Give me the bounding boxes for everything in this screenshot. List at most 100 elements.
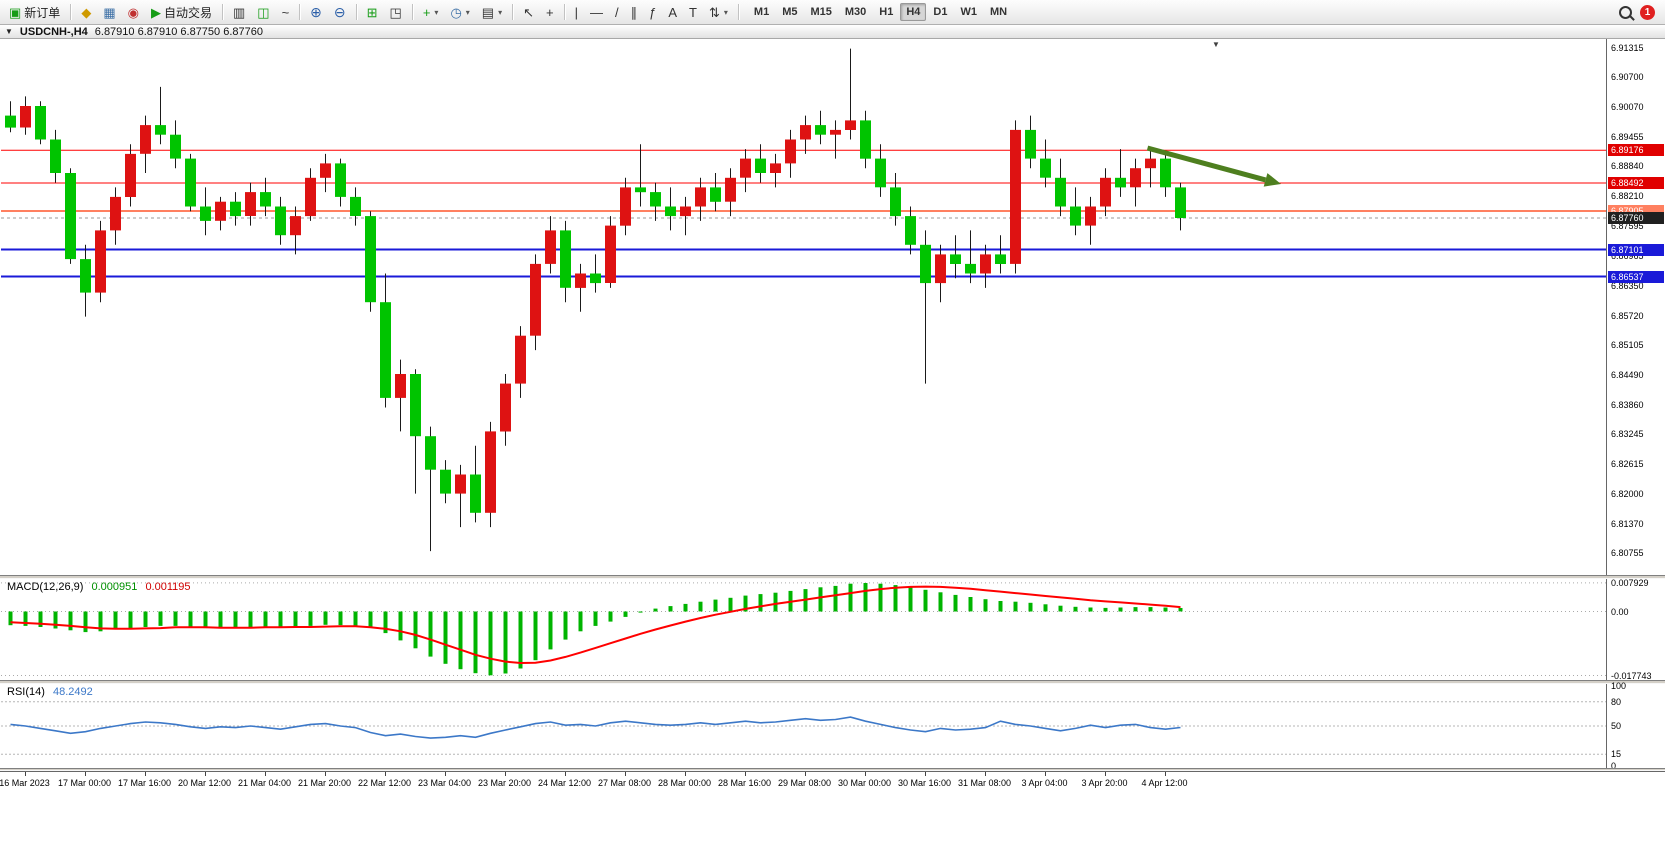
zoom-in-button[interactable]: ⊕ [305, 1, 327, 23]
time-axis[interactable]: 16 Mar 2023 17 Mar 00:00 17 Mar 16:00 20 Ma… [0, 771, 1665, 792]
price-level-tag: 6.86537 [1608, 270, 1664, 283]
notification-badge[interactable]: 1 [1640, 4, 1655, 20]
rsi-label: RSI(14) [7, 686, 45, 698]
price-level-tag: 6.88492 [1608, 177, 1664, 189]
charts-button[interactable]: ▦ [98, 1, 120, 23]
fibonacci-icon: ƒ [649, 4, 657, 20]
search-icon[interactable] [1619, 5, 1632, 19]
time-label: 16 Mar 2023 [0, 778, 50, 788]
time-label: 29 Mar 08:00 [777, 778, 832, 788]
price-tick-label: 6.82000 [1611, 488, 1644, 499]
trendline-icon: / [615, 4, 619, 20]
toolbar-separator [70, 4, 72, 20]
line-chart-icon: ~ [281, 4, 290, 20]
time-tick [984, 772, 986, 776]
time-tick [564, 772, 566, 776]
price-tick-label: 6.91315 [1611, 42, 1644, 53]
time-label: 23 Mar 20:00 [477, 778, 532, 788]
channel-button[interactable]: ∥ [626, 1, 643, 23]
indicators-button[interactable]: + ▾ [418, 1, 444, 23]
timeframe-button-W1[interactable]: W1 [960, 6, 977, 18]
rsi-axis: 100 80 50 15 0 [1606, 680, 1665, 772]
macd-header: MACD(12,26,9) 0.000951 0.001195 [7, 581, 191, 593]
time-tick [924, 772, 926, 776]
time-tick [624, 772, 626, 776]
timeframe-button-M1[interactable]: M1 [753, 6, 770, 18]
timeframe-button-M30[interactable]: M30 [844, 6, 867, 18]
zoom-out-button[interactable]: ⊖ [329, 1, 351, 23]
candlestick-chart-button[interactable]: ◫ [252, 1, 274, 23]
price-axis[interactable]: 6.91315 6.90700 6.90070 6.89455 6.88840 6.882… [1606, 39, 1665, 575]
templates-button[interactable]: ▤ ▾ [477, 1, 507, 23]
crosshair-button[interactable]: + [541, 1, 559, 23]
cascade-windows-button[interactable]: ◳ [385, 1, 407, 23]
toolbar-separator [737, 4, 739, 20]
new-order-label: 新订单 [24, 5, 61, 20]
rsi-panel[interactable] [1, 684, 1606, 768]
time-label: 31 Mar 08:00 [957, 778, 1012, 788]
panel-separator[interactable] [0, 768, 1665, 771]
cursor-button[interactable]: ↖ [518, 1, 539, 23]
toolbar-separator [411, 4, 413, 20]
community-icon: ◉ [127, 4, 139, 20]
time-tick [804, 772, 806, 776]
price-tick-label: 6.86965 [1611, 251, 1644, 261]
time-label: 17 Mar 16:00 [117, 778, 172, 788]
tile-windows-icon: ⊞ [366, 4, 378, 20]
text-label-icon: T [689, 4, 697, 20]
rsi-value: 48.2492 [52, 686, 93, 698]
price-tick-label: 6.88840 [1611, 161, 1644, 172]
panel-separator[interactable] [0, 680, 1665, 684]
macd-main-value: 0.000951 [91, 581, 138, 593]
timeframe-button-MN[interactable]: MN [989, 6, 1008, 18]
price-tick-label: 6.86350 [1611, 280, 1644, 291]
vertical-line-button[interactable]: | [570, 1, 583, 23]
periods-button[interactable]: ◷ ▾ [445, 1, 474, 23]
time-label: 4 Apr 12:00 [1141, 778, 1188, 788]
text-button[interactable]: A [663, 1, 682, 23]
rsi-scale-label: 0 [1611, 761, 1617, 772]
market-watch-button[interactable]: ◆ [76, 1, 96, 23]
price-chart[interactable] [1, 39, 1606, 575]
chart-ohlc-values: 6.87910 6.87910 6.87750 6.87760 [94, 25, 263, 38]
auto-trading-button[interactable]: ▶ 自动交易 [146, 1, 217, 23]
text-label-button[interactable]: T [684, 1, 702, 23]
time-label: 21 Mar 20:00 [297, 778, 352, 788]
macd-axis: 0.007929 0.00 -0.017743 [1606, 577, 1665, 681]
time-tick [1164, 772, 1166, 776]
horizontal-line-button[interactable]: — [585, 1, 608, 23]
timeframe-button-H4[interactable]: H4 [900, 3, 927, 21]
text-icon: A [668, 4, 678, 20]
bar-chart-button[interactable]: ▥ [228, 1, 250, 23]
auto-trading-label: 自动交易 [163, 5, 212, 20]
trendline-button[interactable]: / [610, 1, 624, 23]
time-tick [864, 772, 866, 776]
chart-title: USDCNH-,H4 [19, 25, 88, 38]
panel-separator[interactable] [0, 575, 1665, 579]
timeframe-button-M15[interactable]: M15 [810, 6, 832, 18]
macd-scale-label: 0.00 [1611, 606, 1629, 617]
chart-titlebar: ▼ USDCNH-,H4 6.87910 6.87910 6.87750 6.8… [0, 25, 1665, 39]
price-tick-label: 6.81370 [1611, 518, 1644, 529]
fibonacci-button[interactable]: ƒ [644, 1, 661, 23]
line-chart-button[interactable]: ~ [277, 1, 295, 23]
timeframe-button-M5[interactable]: M5 [782, 6, 798, 18]
new-order-button[interactable]: ▣ 新订单 [4, 1, 65, 23]
chart-window-menu-icon[interactable]: ▼ [5, 27, 13, 36]
rsi-scale-label: 50 [1611, 721, 1622, 731]
time-tick [144, 772, 146, 776]
crosshair-icon: + [546, 4, 554, 20]
timeframe-button-H1[interactable]: H1 [879, 6, 894, 18]
tile-windows-button[interactable]: ⊞ [362, 1, 383, 23]
community-button[interactable]: ◉ [123, 1, 144, 23]
time-label: 22 Mar 12:00 [357, 778, 412, 788]
rsi-scale-label: 100 [1611, 680, 1627, 691]
rsi-header: RSI(14) 48.2492 [7, 686, 93, 698]
price-tick-label: 6.80755 [1611, 548, 1644, 559]
charts-icon: ▦ [103, 4, 116, 20]
arrows-button[interactable]: ⇅ ▾ [704, 1, 733, 23]
macd-scale-label: 0.007929 [1611, 577, 1649, 588]
macd-panel[interactable] [1, 579, 1606, 680]
price-tick-label: 6.82615 [1611, 459, 1644, 470]
timeframe-button-D1[interactable]: D1 [933, 6, 948, 18]
